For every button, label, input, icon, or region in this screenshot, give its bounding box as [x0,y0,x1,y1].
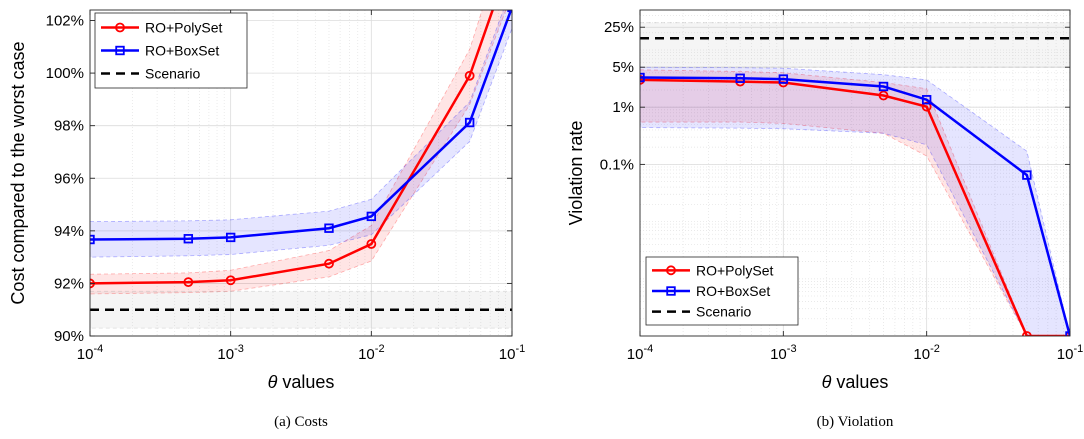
marker-ro-polyset [183,277,194,288]
marker-ro-boxset [1022,170,1032,180]
band-scenario [640,22,1070,68]
series-line-ro-boxset [90,10,512,241]
cost-chart: 10-4 10-3 10-2 10-1 90% 92% 94% 96% 98% 100% 102% θ… [8,9,525,392]
y-axis-label: Cost compared to the worst case [8,41,28,304]
band-ro-boxset [640,66,1070,336]
marker-ro-boxset [735,73,745,83]
marker-ro-boxset [464,117,475,128]
marker-ro-boxset [90,234,95,245]
legend: RO+PolySet RO+BoxSet Scenario [645,256,799,326]
band-ro-polyset [640,69,1070,336]
marker-ro-boxset [778,74,789,84]
series-line-ro-polyset [90,10,494,285]
series-line-ro-boxset [640,76,1070,336]
marker-ro-polyset [366,239,377,249]
y-tick-label: 102% [46,13,84,30]
plot-area [640,22,1070,336]
subcaption-costs: (a) Costs [274,414,328,430]
band-ro-polyset [90,10,507,295]
x-tick-label: 10-2 [913,343,939,363]
plot-area [90,10,512,329]
marker-ro-boxset [183,234,194,244]
legend: RO+PolySet RO+BoxSet Scenario [94,12,248,89]
violation-chart: 10-4 10-3 10-2 10-1 0.1% 1% 5% 25% θ values Viola… [566,9,1083,392]
axes-box [89,9,513,337]
y-tick-label: 96% [54,170,84,187]
legend-label-ro-boxset: RO+BoxSet [145,43,219,59]
x-axis-label: θ values [268,372,335,392]
x-tick-label: 10-2 [358,343,384,363]
x-tick-label: 10-4 [77,343,103,363]
y-tick-label: 25% [604,19,634,36]
marker-ro-polyset [464,70,475,81]
legend-marker-ro-boxset [115,45,125,56]
x-tick-label: 10-4 [627,343,653,363]
x-tick-label: 10-1 [499,343,525,363]
marker-ro-polyset [225,275,236,286]
y-tick-label: 0.1% [600,156,634,173]
y-tick-label: 100% [46,65,84,82]
legend-label-ro-polyset: RO+PolySet [696,262,774,278]
marker-ro-polyset [878,90,889,101]
marker-ro-boxset [366,211,377,222]
marker-ro-boxset [225,232,236,243]
legend-label-scenario: Scenario [145,66,200,82]
marker-ro-boxset [921,95,932,105]
marker-ro-boxset [324,223,334,233]
y-tick-label: 90% [54,328,84,345]
axes-box [639,9,1071,337]
legend-marker-ro-polyset [115,22,125,33]
grid [639,10,1071,336]
marker-ro-boxset [878,81,889,92]
marker-ro-polyset [324,258,334,269]
y-tick-label: 1% [612,99,634,116]
x-tick-label: 10-3 [217,343,243,363]
y-tick-label: 98% [54,118,84,135]
legend-marker-ro-boxset [666,286,676,296]
marker-ro-polyset [1021,331,1032,336]
legend-label-ro-boxset: RO+BoxSet [696,283,770,299]
band-ro-boxset [90,10,512,258]
x-axis-label: θ values [822,372,889,392]
legend-label-scenario: Scenario [696,304,751,320]
x-tick-label: 10-1 [1057,343,1083,363]
subcaption-violation: (b) Violation [817,414,894,430]
y-tick-label: 5% [612,59,634,76]
legend-label-ro-polyset: RO+PolySet [145,20,223,36]
x-tick-label: 10-3 [770,343,796,363]
y-tick-label: 92% [54,275,84,292]
legend-marker-ro-polyset [666,265,676,276]
y-tick-label: 94% [54,223,84,240]
y-axis-label: Violation rate [566,121,586,226]
